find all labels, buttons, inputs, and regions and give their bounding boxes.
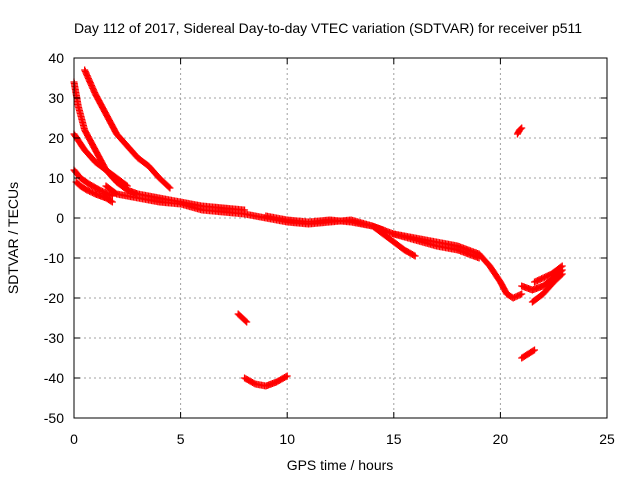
y-tick-label: 0 (56, 210, 64, 226)
data-point (166, 184, 174, 192)
data-point (475, 254, 483, 262)
series-arc-11 (234, 310, 251, 326)
y-tick-label: -10 (44, 250, 64, 266)
series-arc-14 (518, 266, 566, 294)
tick-marks (73, 57, 608, 419)
series-arc-9 (390, 230, 483, 262)
data-point (282, 373, 290, 381)
data-point (410, 251, 418, 259)
grid-lines (74, 58, 607, 418)
y-tick-label: -30 (44, 330, 64, 346)
x-tick-label: 5 (177, 431, 185, 447)
data-point (558, 270, 566, 278)
series-arc-4 (72, 178, 116, 206)
series-arc-12 (241, 372, 291, 390)
data-point (557, 271, 565, 279)
data-point (518, 124, 526, 132)
data-point (531, 346, 539, 354)
chart-title: Day 112 of 2017, Sidereal Day-to-day VTE… (74, 20, 582, 36)
data-point (517, 125, 525, 133)
y-tick-label: -40 (44, 370, 64, 386)
series-arc-13 (518, 346, 539, 362)
y-tick-label: -50 (44, 410, 64, 426)
data-point (516, 291, 524, 299)
y-axis-label: SDTVAR / TECUs (5, 182, 21, 294)
series-arc-15 (528, 270, 566, 306)
series-arc-8 (368, 222, 419, 260)
series-arc-5 (81, 66, 174, 192)
data-point (558, 262, 566, 270)
data-point (411, 252, 419, 260)
plot-frame (73, 57, 608, 419)
y-tick-labels: -50 -40 -30 -20 -10 0 10 20 30 40 (44, 50, 64, 426)
x-tick-label: 20 (493, 431, 509, 447)
x-axis-label: GPS time / hours (287, 457, 394, 473)
series-arc-10 (513, 124, 526, 138)
x-tick-label: 25 (599, 431, 615, 447)
y-tick-label: 40 (48, 50, 64, 66)
data-point (557, 263, 565, 271)
x-tick-labels: 0 5 10 15 20 25 (70, 431, 615, 447)
series-arc-16 (531, 262, 566, 286)
y-tick-label: 30 (48, 90, 64, 106)
data-point (108, 198, 116, 206)
data-point (122, 181, 130, 189)
data-point (283, 372, 291, 380)
data-point (518, 290, 526, 298)
x-tick-label: 10 (279, 431, 295, 447)
data-point (529, 347, 537, 355)
x-tick-label: 15 (386, 431, 402, 447)
y-tick-label: -20 (44, 290, 64, 306)
data-markers (70, 66, 566, 390)
x-tick-label: 0 (70, 431, 78, 447)
data-point (107, 197, 115, 205)
data-point (243, 318, 251, 326)
y-tick-label: 20 (48, 130, 64, 146)
data-point (165, 183, 173, 191)
data-point (123, 182, 131, 190)
y-tick-label: 10 (48, 170, 64, 186)
data-point (242, 317, 250, 325)
